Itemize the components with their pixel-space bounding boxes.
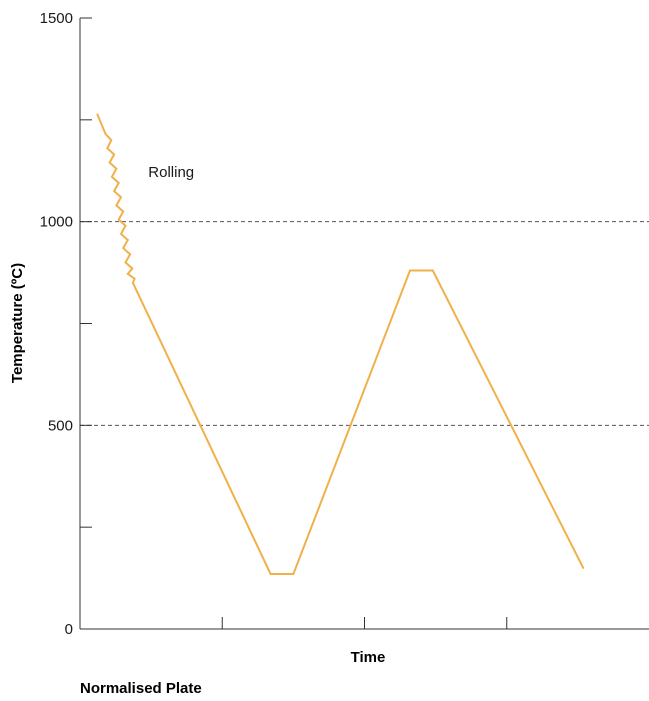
y-tick-label-1000: 1000: [40, 214, 73, 231]
annotation-rolling: Rolling: [148, 164, 194, 181]
axes: [79, 18, 649, 630]
annotations: Rolling: [148, 164, 194, 181]
y-axis-title: Temperature (ºC): [9, 263, 26, 383]
y-ticks: 0 500 1000 1500: [40, 10, 92, 638]
y-tick-label-500: 500: [48, 417, 73, 434]
x-axis-title: Time: [351, 649, 386, 666]
y-tick-label-0: 0: [65, 621, 73, 638]
series-group: [96, 113, 585, 575]
x-ticks: [221, 617, 508, 629]
chart-caption: Normalised Plate: [80, 680, 202, 697]
temperature-series-line: [96, 113, 585, 575]
gridlines: [80, 221, 649, 426]
y-tick-label-1500: 1500: [40, 10, 73, 27]
